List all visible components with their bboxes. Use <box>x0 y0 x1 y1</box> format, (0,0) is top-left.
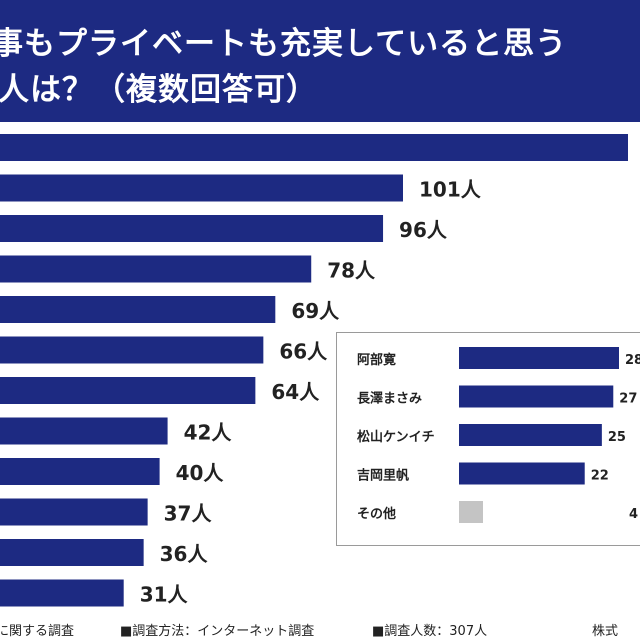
main-bar-value-label-9: 37人 <box>164 502 213 526</box>
footer-survey-topic: に関する調査 <box>0 624 75 639</box>
main-bar-0 <box>0 134 628 161</box>
inset-bar-value-label-4: 4 <box>629 507 638 522</box>
inset-bar-value-label-0: 28 <box>625 353 640 368</box>
inset-ranking-box: 阿部寛 28 長澤まさみ 27 松山ケンイチ 25 吉岡里帆 22 その他 4 <box>336 332 640 546</box>
main-bar-4 <box>0 296 276 323</box>
inset-category-label-4: その他 <box>357 506 396 522</box>
inset-bar-3 <box>459 462 585 485</box>
inset-category-label-1: 長澤まさみ <box>357 391 422 407</box>
main-bar-value-label-4: 69人 <box>291 299 340 323</box>
main-bar-value-label-7: 42人 <box>184 421 233 445</box>
main-bar-value-label-2: 96人 <box>399 218 448 242</box>
main-bar-value-label-10: 36人 <box>160 542 209 566</box>
main-bar-9 <box>0 498 148 526</box>
inset-bar-value-label-3: 22 <box>591 469 609 484</box>
main-bar-value-label-1: 101人 <box>419 178 482 202</box>
main-bar-value-label-8: 40人 <box>176 461 225 485</box>
footer-company: 株式 <box>592 624 619 639</box>
chart-title-line-1: 事もプライベートも充実していると思う <box>0 26 568 62</box>
main-bar-value-label-5: 66人 <box>279 340 328 364</box>
main-bar-6 <box>0 377 256 404</box>
inset-bar-chart: 阿部寛 28 長澤まさみ 27 松山ケンイチ 25 吉岡里帆 22 その他 4 <box>357 347 640 523</box>
header-banner: 事もプライベートも充実していると思う 人は？（複数回答可） <box>0 0 640 122</box>
inset-bar-0 <box>459 347 619 369</box>
main-bar-chart: 101人 96人 78人 69人 66人 64人 42人 40人 37人 36人 31人 <box>0 134 628 607</box>
inset-bar-2 <box>459 424 602 446</box>
main-bar-value-label-6: 64人 <box>271 380 320 404</box>
survey-footer: に関する調査 ■調査方法：インターネット調査 ■調査人数：307人 株式 <box>0 614 640 640</box>
main-bar-1 <box>0 174 403 202</box>
footer-survey-method: ■調査方法：インターネット調査 <box>120 624 315 639</box>
main-bar-11 <box>0 579 124 607</box>
inset-bar-4 <box>459 501 483 523</box>
inset-bar-1 <box>459 385 614 408</box>
main-bar-value-label-3: 78人 <box>327 259 376 283</box>
main-bar-8 <box>0 458 160 485</box>
main-bar-value-label-11: 31人 <box>140 583 189 607</box>
main-bar-10 <box>0 539 144 566</box>
inset-category-label-3: 吉岡里帆 <box>357 469 409 484</box>
inset-category-label-2: 松山ケンイチ <box>357 429 435 445</box>
main-bar-3 <box>0 255 312 283</box>
inset-bar-value-label-2: 25 <box>608 430 626 445</box>
footer-survey-count: ■調査人数：307人 <box>372 624 488 639</box>
main-bar-5 <box>0 336 264 364</box>
chart-title-line-2: 人は？（複数回答可） <box>0 72 318 108</box>
inset-bar-value-label-1: 27 <box>619 392 637 407</box>
main-bar-2 <box>0 215 384 242</box>
main-bar-7 <box>0 417 168 445</box>
inset-category-label-0: 阿部寛 <box>357 352 396 368</box>
